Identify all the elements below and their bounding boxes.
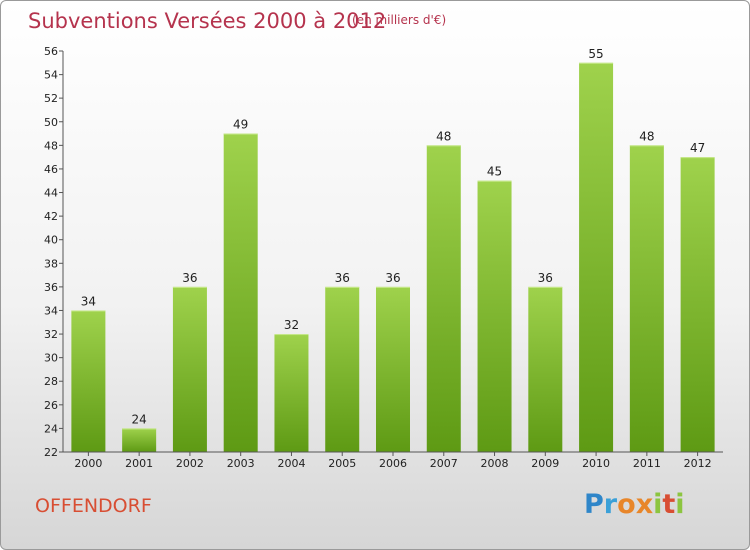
y-tick-label: 30: [44, 352, 58, 365]
bar: [579, 62, 614, 452]
bar: [172, 286, 207, 452]
bar: [325, 286, 360, 452]
bar: [477, 180, 512, 452]
x-tick-label: 2004: [277, 457, 305, 470]
bar-top-highlight: [376, 286, 410, 288]
y-tick-label: 36: [44, 281, 58, 294]
axis-layer: 22 24 26 28 30 32 34 36 38 40 42 44 46 48 50 52 54 56 34 20…: [44, 45, 723, 470]
y-tick-label: 40: [44, 234, 58, 247]
x-tick-label: 2003: [227, 457, 255, 470]
x-tick-label: 2010: [582, 457, 610, 470]
bar-top-highlight: [426, 145, 461, 147]
bar-top-highlight: [274, 334, 309, 336]
y-tick-label: 38: [44, 257, 58, 270]
x-tick-label: 2000: [74, 457, 102, 470]
bar: [629, 145, 664, 452]
x-tick-label: 2005: [328, 457, 356, 470]
bar-top-highlight: [172, 286, 207, 288]
bar-top-highlight: [325, 286, 360, 288]
bar: [426, 145, 461, 452]
bar-top-highlight: [223, 133, 258, 135]
bar: [71, 310, 106, 452]
y-tick-label: 32: [44, 328, 58, 341]
bar-value-label: 36: [335, 271, 350, 285]
x-tick-label: 2006: [379, 457, 407, 470]
y-tick-label: 24: [44, 422, 58, 435]
y-tick-label: 46: [44, 163, 58, 176]
bar-value-label: 32: [284, 318, 299, 332]
bar-value-label: 24: [132, 412, 147, 426]
chart-subtitle: (en milliers d'€): [352, 13, 447, 27]
x-tick-label: 2002: [176, 457, 204, 470]
bar: [122, 428, 157, 452]
y-tick-label: 48: [44, 139, 58, 152]
bar-top-highlight: [122, 428, 157, 430]
bar: [376, 286, 410, 452]
bar-value-label: 36: [182, 271, 197, 285]
x-tick-label: 2009: [531, 457, 559, 470]
proxiti-logo[interactable]: Proxiti: [584, 489, 685, 520]
y-tick-label: 50: [44, 116, 58, 129]
bar-value-label: 49: [233, 118, 248, 132]
bar-value-label: 47: [690, 141, 705, 155]
bar-top-highlight: [528, 286, 563, 288]
x-tick-label: 2011: [633, 457, 661, 470]
bar-top-highlight: [477, 180, 512, 182]
commune-name: OFFENDORF: [35, 495, 152, 517]
bar-top-highlight: [71, 310, 106, 312]
x-tick-label: 2007: [430, 457, 458, 470]
bar: [680, 157, 715, 452]
bar: [223, 133, 258, 452]
y-tick-label: 26: [44, 399, 58, 412]
bar-value-label: 55: [588, 47, 603, 61]
bar-value-label: 36: [385, 271, 400, 285]
bar-top-highlight: [680, 157, 715, 159]
x-tick-label: 2012: [684, 457, 712, 470]
y-tick-label: 54: [44, 69, 58, 82]
bar-value-label: 36: [538, 271, 553, 285]
bar-top-highlight: [629, 145, 664, 147]
y-tick-label: 28: [44, 375, 58, 388]
bar: [274, 334, 309, 452]
bar-value-label: 45: [487, 165, 502, 179]
bar: [528, 286, 563, 452]
y-tick-label: 42: [44, 210, 58, 223]
bars-layer: [71, 62, 715, 452]
bar-value-label: 48: [436, 129, 451, 143]
bar-value-label: 48: [639, 129, 654, 143]
x-tick-label: 2008: [481, 457, 509, 470]
bar-top-highlight: [579, 62, 614, 64]
bar-value-label: 34: [81, 294, 96, 308]
y-tick-label: 44: [44, 187, 58, 200]
y-tick-label: 22: [44, 446, 58, 459]
chart-title: Subventions Versées 2000 à 2012: [28, 9, 387, 33]
x-tick-label: 2001: [125, 457, 153, 470]
y-tick-label: 56: [44, 45, 58, 58]
y-tick-label: 34: [44, 304, 58, 317]
y-tick-label: 52: [44, 92, 58, 105]
